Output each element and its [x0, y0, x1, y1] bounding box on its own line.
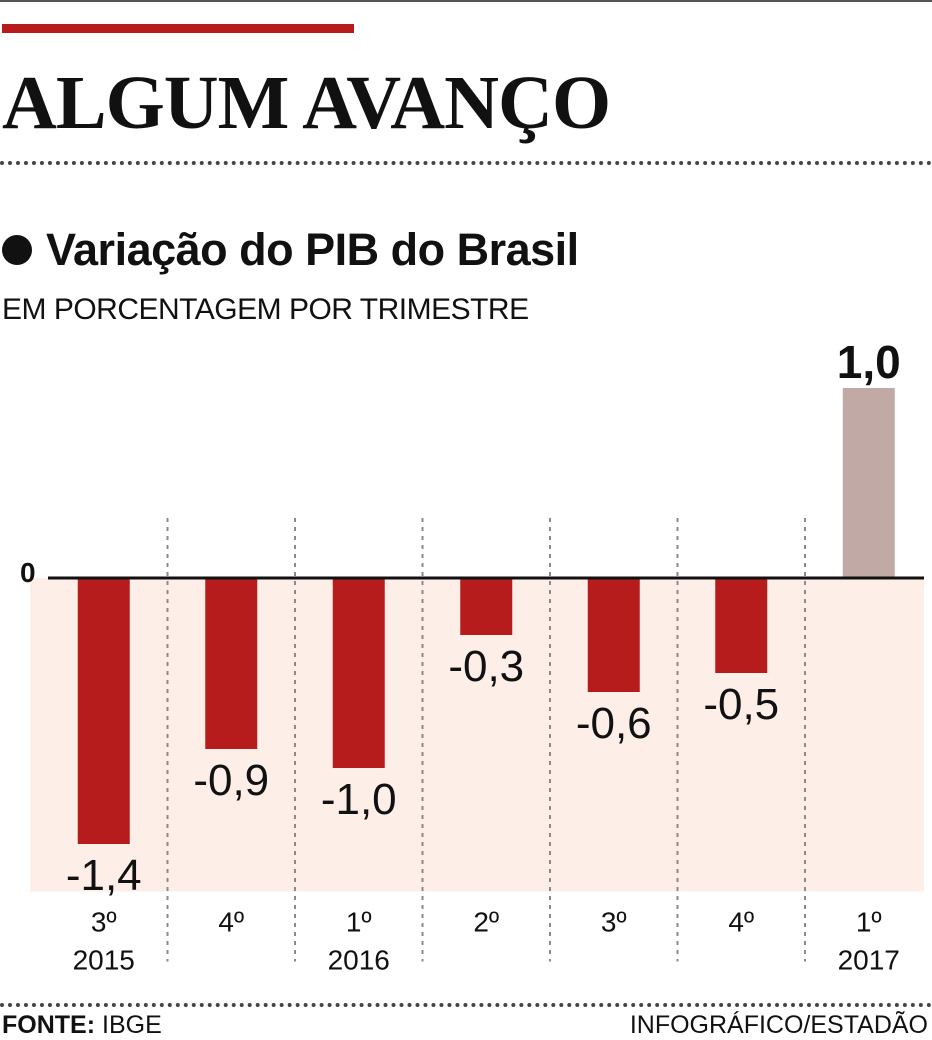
top-rule	[0, 0, 932, 2]
zero-axis-label: 0	[20, 557, 36, 588]
bullet-icon	[2, 235, 32, 265]
quarter-label-6: 4º	[728, 907, 754, 938]
quarter-label-3: 1º	[346, 907, 372, 938]
chart-units: EM PORCENTAGEM POR TRIMESTRE	[2, 293, 529, 326]
bar-5	[587, 578, 640, 692]
bar-1	[77, 578, 130, 844]
year-label-1: 2015	[73, 945, 135, 976]
quarter-label-5: 3º	[601, 907, 627, 938]
source-value: IBGE	[102, 1011, 162, 1039]
footer-divider	[0, 1003, 932, 1007]
gdp-bar-chart: 0 -1,4 -0,9 -1,0 -0,3 -0,6 -0,5 1,0 3º 2015 4º 1º 20…	[20, 340, 924, 976]
chart-title: Variação do PIB do Brasil	[46, 224, 579, 275]
header-divider	[0, 161, 932, 165]
credit-line: INFOGRÁFICO/ESTADÃO	[629, 1011, 928, 1039]
value-label-5: -0,6	[576, 699, 652, 748]
value-label-4: -0,3	[448, 642, 524, 691]
accent-bar	[2, 24, 354, 33]
quarter-label-7: 1º	[856, 907, 882, 938]
quarter-label-2: 4º	[218, 907, 244, 938]
value-label-1: -1,4	[66, 851, 142, 900]
bar-6	[715, 578, 768, 673]
value-label-7: 1,0	[837, 340, 901, 388]
source-label: FONTE:	[2, 1011, 96, 1039]
bar-2	[205, 578, 258, 749]
bar-4	[460, 578, 513, 635]
quarter-label-1: 3º	[91, 907, 117, 938]
year-label-3: 2016	[328, 945, 390, 976]
source-line: FONTE: IBGE	[2, 1010, 162, 1040]
year-label-7: 2017	[838, 945, 900, 976]
headline: ALGUM AVANÇO	[2, 61, 611, 145]
value-label-6: -0,5	[703, 680, 779, 729]
chart-title-row: Variação do PIB do Brasil	[2, 222, 579, 278]
bar-3	[332, 578, 385, 768]
value-label-3: -1,0	[321, 775, 397, 824]
bar-7	[842, 388, 895, 578]
quarter-label-4: 2º	[473, 907, 499, 938]
value-label-2: -0,9	[193, 756, 269, 805]
